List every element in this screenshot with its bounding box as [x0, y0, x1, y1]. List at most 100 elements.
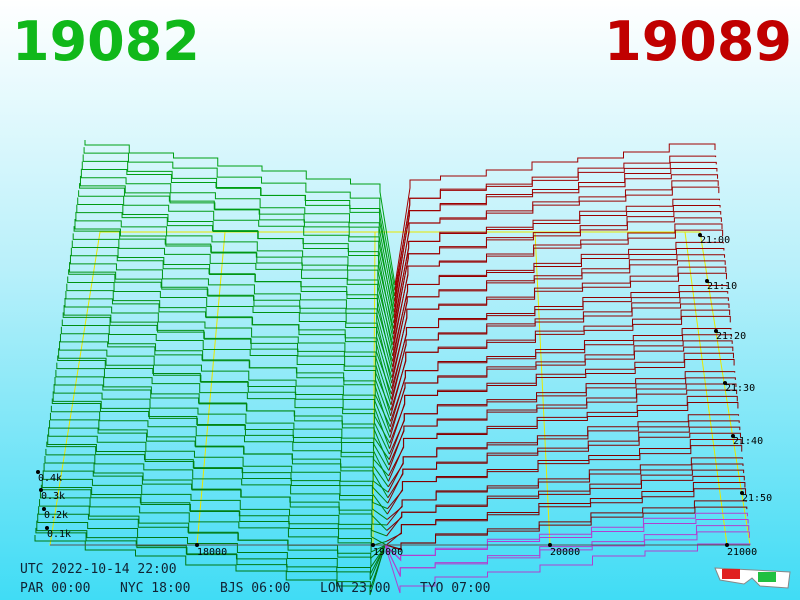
bid-depth-line: [38, 506, 387, 560]
ask-depth-line: [388, 377, 736, 460]
bid-depth-line: [53, 384, 390, 471]
ask-depth-line: [393, 174, 719, 307]
bid-depth-line: [37, 513, 386, 574]
zone-time: PAR 00:00: [20, 581, 90, 596]
time-label: 21:00: [700, 235, 730, 246]
bid-depth-line: [78, 190, 395, 324]
price-tick: [725, 543, 729, 547]
price-tick: [371, 543, 375, 547]
bid-depth-line: [59, 341, 391, 438]
ask-depth-line: [385, 488, 747, 546]
bid-depth-line: [50, 405, 389, 488]
zone-time: NYC 18:00: [120, 581, 190, 596]
bid-depth-line: [42, 470, 387, 537]
ask-depth-line: [384, 531, 750, 577]
bid-depth-line: [43, 463, 388, 531]
bid-depth-line: [80, 168, 395, 307]
bid-depth-line: [59, 333, 391, 433]
price-label: 20000: [550, 547, 580, 558]
bid-depth-line: [48, 427, 389, 504]
ask-depth-line: [387, 420, 740, 493]
bid-depth-line: [83, 147, 396, 291]
ask-depth-line: [387, 432, 741, 504]
ask-depth-line: [393, 186, 720, 318]
time-label: 21:40: [733, 436, 763, 447]
ask-depth-line: [391, 272, 727, 384]
ask-depth-line: [389, 358, 735, 449]
time-tick: [714, 329, 718, 333]
volume-label: 0.4k: [38, 473, 62, 484]
ask-depth-line: [391, 248, 725, 362]
bid-depth-line: [39, 491, 387, 553]
3d-glasses-icon: [714, 567, 791, 589]
ask-depth-line: [389, 334, 733, 427]
time-tick: [698, 233, 702, 237]
bid-depth-line: [64, 298, 392, 406]
ask-price: 19089: [604, 10, 792, 73]
time-tick: [731, 434, 735, 438]
ask-depth-line: [386, 475, 745, 537]
time-label: 21:30: [725, 383, 755, 394]
bid-depth-line: [54, 377, 390, 466]
bid-depth-line: [76, 204, 394, 335]
bid-depth-line: [81, 161, 395, 302]
ask-depth-line: [390, 303, 730, 406]
bid-depth-line: [61, 319, 391, 422]
zone-time: TYO 07:00: [420, 581, 490, 596]
bid-depth-line: [40, 484, 387, 546]
time-label: 21:50: [742, 493, 772, 504]
bid-depth-line: [65, 290, 392, 400]
price-label: 21000: [727, 547, 757, 558]
ask-depth-line: [384, 543, 751, 594]
price-tick: [548, 543, 552, 547]
ask-depth-line: [394, 143, 716, 286]
volume-label: 0.3k: [41, 491, 65, 502]
bid-depth-line: [45, 448, 388, 520]
time-tick: [705, 279, 709, 283]
bid-depth-line: [35, 527, 386, 581]
ask-depth-line: [386, 463, 744, 526]
bid-depth-line: [73, 226, 394, 351]
volume-tick: [45, 526, 49, 530]
price-label: 18000: [197, 547, 227, 558]
axis-labels: 18000 19000 20000 21000 21:00 21:10 21:20 21:30…: [36, 233, 772, 558]
ask-depth-line: [392, 217, 722, 340]
bid-depth-line: [56, 362, 390, 455]
zone-time: BJS 06:00: [220, 581, 290, 596]
time-label: 21:20: [716, 331, 746, 342]
bid-price: 19082: [12, 10, 200, 73]
ask-depth-line: [391, 260, 726, 373]
ask-depth-line: [386, 445, 743, 515]
volume-tick: [42, 507, 46, 511]
bid-depth-line: [79, 183, 395, 318]
zone-time: LON 23:00: [320, 581, 390, 596]
bid-depth-line: [34, 535, 386, 596]
bid-depth-line: [72, 233, 394, 357]
price-tick: [195, 543, 199, 547]
bid-depth-line: [67, 276, 393, 389]
ask-depth-line: [389, 346, 734, 438]
bid-depth-line: [68, 269, 393, 384]
bid-depth-line: [46, 441, 388, 515]
bid-depth-line: [51, 398, 389, 482]
ask-depth-line: [390, 315, 731, 417]
volume-tick: [36, 470, 40, 474]
utc-time: UTC 2022-10-14 22:00: [20, 562, 177, 577]
ask-depth-line: [388, 389, 738, 471]
ask-depth-line: [394, 161, 717, 296]
ask-depth-line: [385, 518, 749, 561]
ask-depth-line: [385, 506, 748, 550]
volume-label: 0.1k: [47, 529, 71, 540]
ask-depth-line: [392, 229, 724, 351]
volume-tick: [39, 488, 43, 492]
bid-depth-line: [69, 254, 393, 373]
bid-depth-line: [57, 355, 391, 449]
ask-depth-line: [390, 291, 729, 395]
time-tick: [740, 491, 744, 495]
depth-lines: [34, 140, 751, 596]
bid-depth-line: [49, 420, 389, 498]
bid-depth-line: [62, 312, 392, 417]
ask-depth-line: [393, 204, 721, 329]
bid-depth-line: [70, 247, 393, 367]
